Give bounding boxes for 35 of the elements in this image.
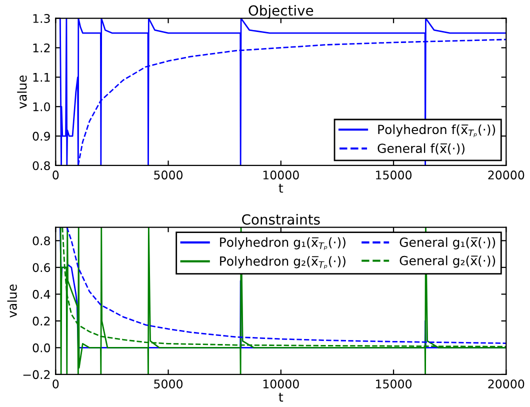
line-series xyxy=(59,18,506,166)
legend-label: Polyhedron g₁(x̅$_{Tₚ}$(·)) xyxy=(220,237,346,250)
x-axis-title: t xyxy=(278,184,284,193)
y-tick-label: 1.2 xyxy=(33,43,50,52)
x-tick-label: 15000 xyxy=(376,170,412,180)
x-tick-label: 20000 xyxy=(488,380,524,388)
x-tick-label: 20000 xyxy=(488,170,524,180)
y-axis-title: value xyxy=(7,284,17,318)
y-tick-label: 0.8 xyxy=(32,236,50,246)
y-tick-label: 0.8 xyxy=(32,161,50,170)
x-tick-label: 0 xyxy=(52,170,59,180)
chart-title: Constraints xyxy=(242,214,320,225)
y-tick-label: 1.3 xyxy=(33,14,50,23)
y-axis-title: value xyxy=(17,75,27,109)
y-tick-label: 0.9 xyxy=(32,132,50,141)
y-tick-label: 0.0 xyxy=(32,343,50,352)
y-tick-label: 1.1 xyxy=(33,73,50,82)
x-tick-label: 5000 xyxy=(154,380,183,388)
legend-label: General f(x̅(·)) xyxy=(378,143,464,155)
x-tick-label: 0 xyxy=(52,380,59,388)
y-tick-label: −0.2 xyxy=(23,370,50,380)
x-tick-label: 15000 xyxy=(376,380,412,388)
y-tick-label: 0.6 xyxy=(32,263,50,272)
x-tick-label: 10000 xyxy=(263,170,299,180)
x-axis-title: t xyxy=(278,392,284,402)
y-tick-label: 0.4 xyxy=(32,290,50,299)
legend-label: General g₂(x̅(·)) xyxy=(400,256,496,268)
legend-label: Polyhedron f(x̅$_{Tₚ}$(·)) xyxy=(378,124,496,138)
legend-label: General g₁(x̅(·)) xyxy=(400,237,496,250)
x-tick-label: 10000 xyxy=(263,380,299,388)
chart-title: Objective xyxy=(248,4,314,18)
x-tick-label: 5000 xyxy=(154,170,183,180)
y-tick-label: 0.2 xyxy=(32,316,50,326)
legend-label: Polyhedron g₂(x̅$_{Tₚ}$(·)) xyxy=(220,256,346,269)
y-tick-label: 1.0 xyxy=(33,102,50,112)
